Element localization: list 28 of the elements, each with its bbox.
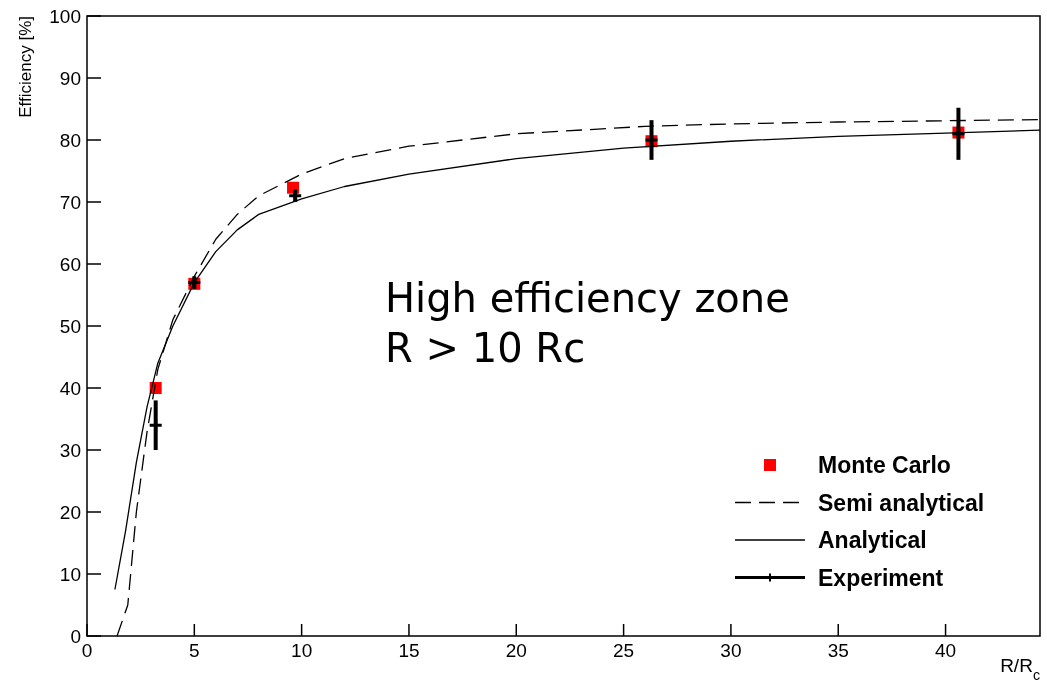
x-tick-label: 40 xyxy=(934,640,957,661)
point xyxy=(148,417,164,433)
legend-label: Experiment xyxy=(818,564,944,591)
annotation: R > 10 Rc xyxy=(385,325,586,371)
y-tick-label: 20 xyxy=(59,501,81,523)
x-tick-label: 35 xyxy=(827,640,849,661)
x-tick-label: 20 xyxy=(505,640,527,661)
x-tick-label: 5 xyxy=(189,640,200,661)
y-tick-label: 100 xyxy=(49,5,81,27)
x-tick-label: 25 xyxy=(613,640,635,661)
y-tick-label: 40 xyxy=(59,377,81,399)
y-tick-label: 30 xyxy=(59,439,81,461)
x-tick-label: 30 xyxy=(720,640,742,661)
annotation: High efficiency zone xyxy=(385,275,790,321)
y-axis-title: Efficiency [%] xyxy=(16,16,35,118)
y-tick-label: 90 xyxy=(59,67,81,89)
legend-label: Semi analytical xyxy=(818,489,985,516)
x-tick-label: 10 xyxy=(291,640,313,661)
y-tick-label: 60 xyxy=(59,253,81,275)
y-tick-label: 70 xyxy=(59,191,81,213)
y-tick-label: 0 xyxy=(70,625,81,647)
legend-label: Analytical xyxy=(818,527,927,554)
x-tick-label: 15 xyxy=(398,640,420,661)
legend-label: Monte Carlo xyxy=(818,452,951,479)
x-axis-title: R/R$_{c}$ xyxy=(1000,655,1040,683)
y-tick-label: 50 xyxy=(59,315,81,337)
y-tick-label: 80 xyxy=(59,129,81,151)
y-tick-label: 10 xyxy=(59,563,81,585)
